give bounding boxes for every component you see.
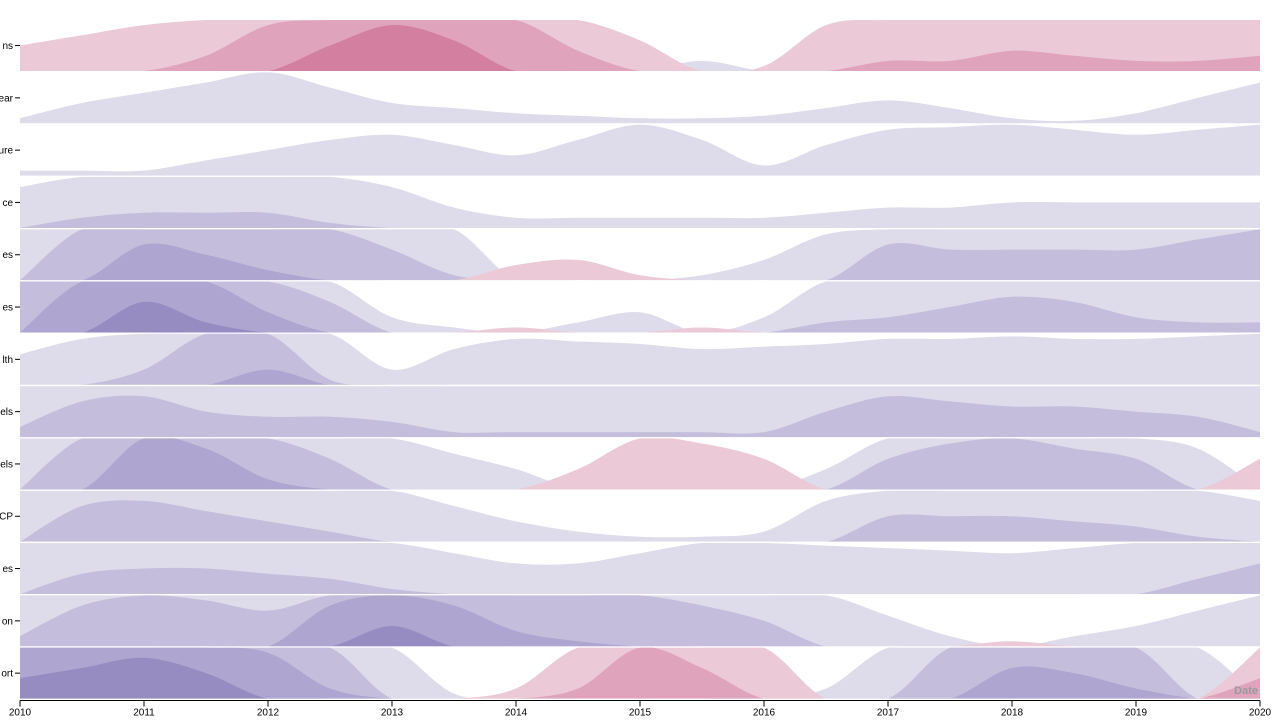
negative-band-4	[330, 625, 454, 647]
horizon-row: es	[2, 229, 1260, 282]
negative-band-2	[82, 333, 392, 385]
horizon-row: els	[0, 386, 1260, 439]
negative-band-1	[20, 333, 1260, 385]
negative-band-3	[206, 369, 330, 385]
x-tick-label: 2012	[257, 708, 280, 719]
row-label: lth	[2, 355, 13, 366]
horizon-row: on	[2, 595, 1260, 648]
negative-band-3	[268, 595, 640, 647]
row-label: ns	[2, 41, 13, 52]
horizon-row: ure	[0, 124, 1260, 177]
positive-band-1	[454, 327, 764, 333]
positive-band-1	[950, 641, 1074, 647]
horizon-row: es	[2, 281, 1260, 334]
horizon-row: lth	[2, 333, 1260, 387]
row-label: ure	[0, 146, 13, 157]
x-tick-label: 2015	[629, 708, 652, 719]
row-label: es	[2, 564, 13, 575]
negative-band-1	[20, 176, 1260, 228]
row-label: on	[2, 616, 13, 627]
x-axis: 2010 2011 2012 2013 2014 2015 2016 2017 2018 2019…	[9, 700, 1272, 719]
positive-band-1	[454, 259, 702, 281]
negative-band-3	[20, 647, 1198, 699]
horizon-row: ort	[1, 647, 1260, 700]
horizon-row: ce	[2, 176, 1260, 230]
x-tick-label: 2018	[1001, 708, 1024, 719]
row-label: els	[0, 459, 13, 470]
negative-band-2	[20, 281, 1260, 333]
x-tick-label: 2020	[1249, 708, 1272, 719]
negative-band-3	[82, 438, 330, 490]
x-tick-label: 2010	[9, 708, 32, 719]
x-tick-label: 2016	[753, 708, 776, 719]
horizon-rows: ns ear ure ce es es lth els els CP es on ort	[0, 20, 1260, 700]
negative-band-2	[20, 563, 1260, 595]
x-tick-label: 2019	[1125, 708, 1148, 719]
negative-band-2	[20, 229, 1260, 281]
horizon-row: CP	[0, 490, 1260, 544]
negative-band-1	[20, 72, 1260, 124]
row-label: CP	[0, 512, 13, 523]
positive-band-1	[516, 438, 1260, 490]
horizon-row: ear	[0, 72, 1260, 125]
negative-band-2	[20, 395, 1260, 438]
negative-band-2	[20, 211, 392, 228]
negative-band-4	[82, 301, 268, 333]
horizon-row: es	[2, 543, 1260, 596]
row-label: ce	[2, 198, 13, 209]
x-axis-title: Date	[1234, 685, 1258, 697]
x-tick-label: 2017	[877, 708, 900, 719]
negative-band-3	[20, 281, 330, 333]
row-label: ear	[0, 93, 14, 104]
x-tick-label: 2013	[381, 708, 404, 719]
horizon-row: els	[0, 438, 1260, 491]
negative-band-2	[20, 500, 1260, 542]
x-tick-label: 2014	[505, 708, 528, 719]
negative-band-3	[82, 243, 330, 281]
row-label: es	[2, 250, 13, 261]
negative-band-1	[20, 124, 1260, 176]
positive-band-2	[516, 647, 1260, 699]
row-label: ort	[1, 669, 13, 680]
horizon-row: ns	[2, 20, 1260, 73]
row-label: es	[2, 303, 13, 314]
negative-band-2	[20, 438, 1198, 490]
positive-band-3	[268, 25, 516, 72]
row-label: els	[0, 407, 13, 418]
x-tick-label: 2011	[133, 708, 155, 719]
negative-band-4	[20, 657, 268, 699]
